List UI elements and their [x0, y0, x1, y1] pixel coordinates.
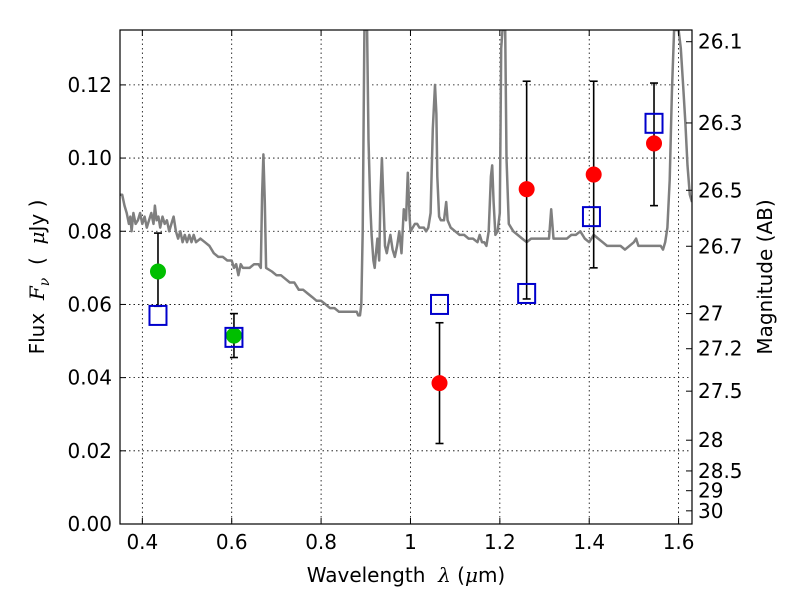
x-tick-label: 1.6 — [663, 530, 695, 554]
data-point-circle — [225, 327, 242, 344]
model-band-square — [644, 112, 664, 134]
magnitude-tick-label: 28.5 — [698, 459, 743, 483]
x-axis-label: Wavelength λ (μm) — [307, 563, 506, 587]
y-tick-label: 0.12 — [67, 73, 112, 97]
x-axis: 0.4 0.6 0.8 1 1.2 1.4 1.6 — [126, 30, 695, 554]
data-point-circle — [585, 166, 602, 183]
data-point-circle — [518, 181, 535, 198]
magnitude-tick-label: 27 — [698, 302, 723, 326]
y-axis: 0.00 0.02 0.04 0.06 0.08 0.10 0.12 — [67, 73, 126, 536]
data-point-circle — [149, 263, 166, 280]
x-tick-label: 1.2 — [484, 530, 516, 554]
magnitude-tick-label: 27.5 — [698, 379, 743, 403]
magnitude-tick-label: 30 — [698, 499, 723, 523]
model-spectrum-line — [120, 30, 692, 317]
model-band-square — [581, 206, 601, 228]
magnitude-tick-label: 29 — [698, 479, 723, 503]
y-tick-label: 0.06 — [67, 292, 112, 316]
y-tick-label: 0.08 — [67, 219, 112, 243]
y-tick-label: 0.00 — [67, 512, 112, 536]
magnitude-tick-label: 28 — [698, 428, 723, 452]
model-spectrum — [120, 30, 692, 317]
data-point-circle — [646, 135, 663, 152]
model-band-square — [148, 304, 168, 326]
x-tick-label: 1.4 — [573, 530, 605, 554]
y-tick-label: 0.02 — [67, 439, 112, 463]
model-band-square — [430, 293, 450, 315]
y-axis-label: Flux Fν ( μJy ) — [25, 200, 53, 355]
x-tick-label: 1 — [404, 530, 417, 554]
error-bars — [153, 80, 659, 445]
data-points — [148, 112, 664, 392]
model-band-square — [224, 326, 244, 348]
x-tick-label: 0.8 — [305, 530, 337, 554]
magnitude-tick-label: 26.3 — [698, 111, 743, 135]
magnitude-tick-label: 26.1 — [698, 30, 743, 54]
grid — [120, 30, 692, 524]
y-tick-label: 0.10 — [67, 146, 112, 170]
model-band-square — [517, 282, 537, 304]
magnitude-tick-label: 26.5 — [698, 178, 743, 202]
data-point-circle — [431, 375, 448, 392]
y-tick-label: 0.04 — [67, 366, 112, 390]
x-tick-label: 0.6 — [216, 530, 248, 554]
magnitude-axis-label: Magnitude (AB) — [753, 199, 777, 354]
plot-frame — [119, 29, 693, 525]
magnitude-tick-label: 27.2 — [698, 337, 743, 361]
magnitude-tick-label: 26.7 — [698, 234, 743, 258]
x-tick-label: 0.4 — [126, 530, 158, 554]
